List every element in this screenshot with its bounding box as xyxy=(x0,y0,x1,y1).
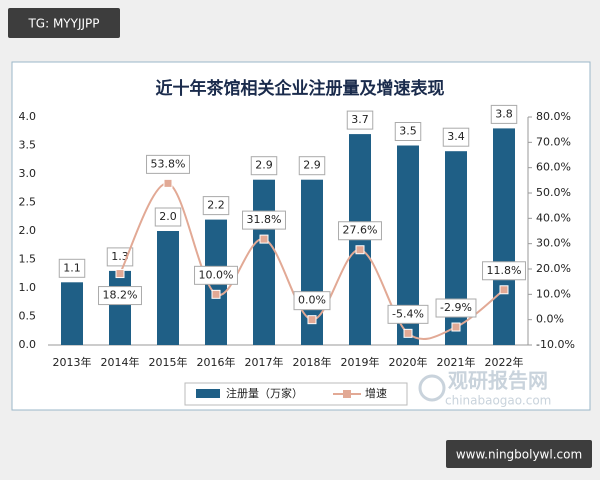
x-tick-label: 2018年 xyxy=(293,355,332,369)
y2-tick-label: 70.0% xyxy=(536,135,571,148)
legend-swatch xyxy=(343,390,351,398)
y-tick-label: 2.0 xyxy=(19,224,37,237)
y2-tick-label: 0.0% xyxy=(536,313,564,326)
growth-label-box xyxy=(98,286,142,306)
y-tick-label: 3.5 xyxy=(19,139,37,152)
growth-label-box xyxy=(146,154,190,174)
y2-tick-label: 60.0% xyxy=(536,161,571,174)
bar-label-box xyxy=(106,247,134,267)
bar-label: 3.7 xyxy=(351,113,369,126)
bar-label: 1.3 xyxy=(111,250,129,263)
top-badge-box xyxy=(8,8,120,38)
y2-tick-label: 10.0% xyxy=(536,287,571,300)
growth-label: 11.8% xyxy=(487,264,522,277)
growth-marker xyxy=(451,322,461,332)
growth-label: 27.6% xyxy=(343,224,378,237)
bar-label: 2.9 xyxy=(303,159,321,172)
growth-label: 10.0% xyxy=(199,268,234,281)
x-tick-label: 2015年 xyxy=(149,355,188,369)
y2-tick-label: 40.0% xyxy=(536,211,571,224)
x-tick-label: 2020年 xyxy=(389,355,428,369)
bar-label: 3.4 xyxy=(447,130,465,143)
growth-label: -2.9% xyxy=(440,301,472,314)
chart-title: 近十年茶馆相关企业注册量及增速表现 xyxy=(156,78,445,99)
bar xyxy=(493,128,515,345)
growth-label: 0.0% xyxy=(298,294,326,307)
bar-label-box xyxy=(394,122,422,141)
y-tick-label: 2.5 xyxy=(19,196,37,209)
x-tick-label: 2016年 xyxy=(197,355,236,369)
growth-marker xyxy=(163,178,173,188)
y-tick-label: 1.0 xyxy=(19,281,37,294)
growth-label: 18.2% xyxy=(103,289,138,302)
bar-label: 2.9 xyxy=(255,159,273,172)
growth-label-box xyxy=(482,261,526,281)
watermark-cn: 观研报告网 xyxy=(448,369,548,393)
growth-marker xyxy=(115,269,125,279)
y2-tick-label: 20.0% xyxy=(536,262,571,275)
growth-marker xyxy=(355,245,365,255)
x-tick-label: 2014年 xyxy=(101,355,140,369)
x-tick-label: 2021年 xyxy=(437,355,476,369)
watermark-logo xyxy=(418,374,446,402)
x-tick-label: 2022年 xyxy=(485,355,524,369)
bar-label-box xyxy=(346,110,374,130)
legend-label: 注册量（万家） xyxy=(226,386,303,400)
bar-label: 2.0 xyxy=(159,210,177,223)
legend-box xyxy=(184,382,408,406)
bar-label-box xyxy=(154,207,182,227)
bar xyxy=(253,179,275,345)
bar-label: 2.2 xyxy=(207,199,225,212)
x-tick-label: 2017年 xyxy=(245,355,284,369)
bar-label: 3.5 xyxy=(399,125,417,138)
bar xyxy=(445,151,467,345)
x-tick-label: 2019年 xyxy=(341,355,380,369)
y2-tick-label: 50.0% xyxy=(536,186,571,199)
y2-tick-label: 80.0% xyxy=(536,110,571,123)
bottom-badge-box xyxy=(446,440,592,468)
growth-label-box xyxy=(194,265,238,285)
bar xyxy=(157,231,179,345)
growth-label-box xyxy=(293,291,331,311)
bar-label: 1.1 xyxy=(63,261,81,274)
growth-label: -5.4% xyxy=(392,307,424,320)
bar xyxy=(61,282,83,345)
growth-marker xyxy=(211,289,221,299)
legend-swatch xyxy=(196,389,220,398)
growth-label: 53.8% xyxy=(151,157,186,170)
growth-marker xyxy=(259,234,269,244)
y-tick-label: 0.5 xyxy=(19,310,37,323)
bar xyxy=(109,270,131,345)
bar-label: 3.8 xyxy=(495,107,513,120)
bar-label-box xyxy=(490,104,518,124)
y-tick-label: 3.0 xyxy=(19,167,37,180)
y-tick-label: 0.0 xyxy=(19,338,37,351)
bar-label-box xyxy=(298,156,326,176)
top-badge: TG: MYYJJPP xyxy=(27,17,99,31)
growth-marker xyxy=(307,315,317,325)
growth-label-box xyxy=(242,210,286,230)
growth-label-box xyxy=(387,304,429,324)
growth-label-box xyxy=(435,298,477,318)
growth-label-box xyxy=(338,221,382,241)
bottom-badge: www.ningbolywl.com xyxy=(456,448,582,462)
bar-label-box xyxy=(442,127,470,147)
y-tick-label: 1.5 xyxy=(19,253,37,266)
growth-marker xyxy=(499,285,509,295)
watermark-en: chinabaogao.com xyxy=(445,394,551,408)
growth-marker xyxy=(403,328,413,338)
legend-label: 增速 xyxy=(365,386,387,400)
growth-label: 31.8% xyxy=(247,213,282,226)
y2-tick-label: 30.0% xyxy=(536,237,571,250)
bar-label-box xyxy=(202,196,230,216)
bar xyxy=(397,145,419,345)
bar-label-box xyxy=(250,156,278,176)
y2-tick-label: -10.0% xyxy=(536,338,575,351)
bar-label-box xyxy=(58,258,86,278)
x-tick-label: 2013年 xyxy=(53,355,92,369)
y-tick-label: 4.0 xyxy=(19,110,37,123)
